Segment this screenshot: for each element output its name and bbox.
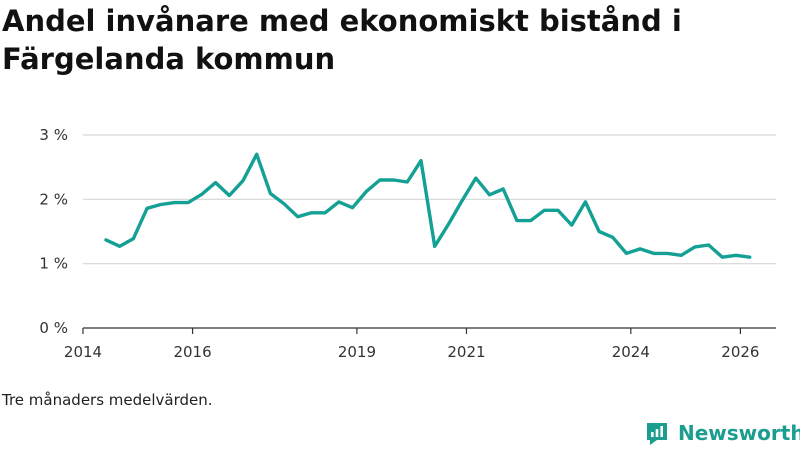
brand-name: Newsworthy [678, 421, 800, 445]
x-tick-label: 2019 [338, 343, 376, 361]
y-tick-label: 2 % [39, 190, 68, 208]
x-tick-label: 2014 [64, 343, 102, 361]
chart-title: Andel invånare med ekonomiskt bistånd i … [2, 4, 682, 76]
x-tick-label: 2026 [721, 343, 759, 361]
y-tick-label: 0 % [39, 319, 68, 337]
x-tick-label: 2024 [612, 343, 650, 361]
newsworthy-logo-icon [647, 423, 667, 445]
y-tick-label: 3 % [39, 126, 68, 144]
y-tick-label: 1 % [39, 255, 68, 273]
chart-note: Tre månaders medelvärden. [2, 391, 213, 409]
x-tick-label: 2021 [447, 343, 485, 361]
x-tick-label: 2016 [173, 343, 211, 361]
newsworthy-logo[interactable]: Newsworthy [644, 418, 800, 448]
series-line [104, 152, 752, 259]
